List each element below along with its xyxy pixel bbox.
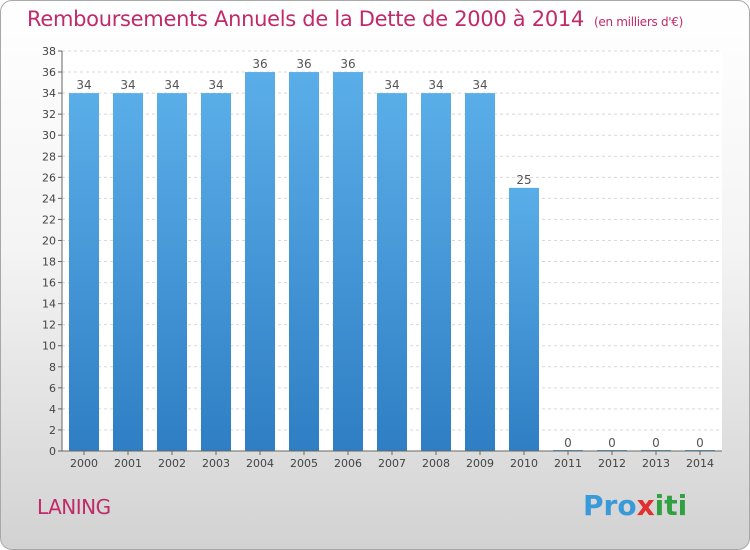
x-tick-label-2012: 2012 [598, 457, 626, 470]
data-label-2013: 0 [652, 436, 660, 450]
y-tick-label: 28 [42, 150, 56, 163]
x-tick-label-2003: 2003 [202, 457, 230, 470]
bar-2000 [69, 93, 99, 452]
y-tick-label: 8 [49, 361, 56, 374]
x-tick-label-2006: 2006 [334, 457, 362, 470]
commune-name: LANING [37, 495, 111, 519]
logo-part-2: x [636, 489, 655, 522]
data-label-2014: 0 [696, 436, 704, 450]
data-label-2008: 34 [428, 78, 443, 92]
bar-2002 [157, 93, 187, 452]
bar-2009 [465, 93, 495, 452]
chart-title-text: Remboursements Annuels de la Dette de 20… [27, 7, 584, 31]
data-label-2010: 25 [516, 173, 531, 187]
y-tick-label: 12 [42, 319, 56, 332]
data-label-2006: 36 [340, 57, 355, 71]
y-tick-label: 30 [42, 129, 56, 142]
y-tick-label: 16 [42, 277, 56, 290]
data-label-2007: 34 [384, 78, 399, 92]
y-tick-label: 32 [42, 108, 56, 121]
chart-title: Remboursements Annuels de la Dette de 20… [27, 7, 683, 31]
bars [69, 72, 715, 452]
x-tick-label-2002: 2002 [158, 457, 186, 470]
y-tick-label: 22 [42, 213, 56, 226]
data-label-2000: 34 [76, 78, 91, 92]
y-tick-label: 20 [42, 234, 56, 247]
x-tick-label-2007: 2007 [378, 457, 406, 470]
data-label-2012: 0 [608, 436, 616, 450]
y-tick-label: 6 [49, 382, 56, 395]
logo-part-1: Pro [583, 489, 637, 522]
y-tick-label: 4 [49, 403, 56, 416]
x-tick-label-2005: 2005 [290, 457, 318, 470]
y-tick-label: 34 [42, 87, 56, 100]
data-label-2004: 36 [252, 57, 267, 71]
y-tick-label: 26 [42, 171, 56, 184]
data-labels: 34 34 34 34 36 36 36 34 34 34 25 0 0 0 0 [76, 57, 703, 450]
y-tick-label: 2 [49, 424, 56, 437]
y-tick-label: 18 [42, 256, 56, 269]
data-label-2005: 36 [296, 57, 311, 71]
y-tick-label: 24 [42, 192, 56, 205]
data-label-2011: 0 [564, 436, 572, 450]
x-tick-label-2011: 2011 [554, 457, 582, 470]
x-tick-label-2008: 2008 [422, 457, 450, 470]
x-tick-label-2000: 2000 [70, 457, 98, 470]
bar-2010 [509, 187, 539, 451]
bar-2003 [201, 93, 231, 452]
bar-2008 [421, 93, 451, 452]
x-tick-label-2013: 2013 [642, 457, 670, 470]
y-tick-label: 0 [49, 445, 56, 458]
x-tick-label-2004: 2004 [246, 457, 274, 470]
data-label-2002: 34 [164, 78, 179, 92]
x-tick-label-2009: 2009 [466, 457, 494, 470]
y-tick-label: 10 [42, 340, 56, 353]
logo-part-3: iti [654, 489, 688, 522]
x-axis-ticks: 2000 2001 2002 2003 2004 2005 2006 2007 2008 2009… [70, 451, 714, 470]
bar-2004 [245, 72, 275, 451]
y-tick-label: 36 [42, 66, 56, 79]
bar-2005 [289, 72, 319, 451]
bar-2007 [377, 93, 407, 452]
chart-unit-note: (en milliers d'€) [594, 15, 684, 29]
bar-2006 [333, 72, 363, 451]
data-label-2003: 34 [208, 78, 223, 92]
x-tick-label-2014: 2014 [686, 457, 714, 470]
x-tick-label-2001: 2001 [114, 457, 142, 470]
bar-2001 [113, 93, 143, 452]
data-label-2001: 34 [120, 78, 135, 92]
y-tick-label: 14 [42, 298, 56, 311]
x-tick-label-2010: 2010 [510, 457, 538, 470]
data-label-2009: 34 [472, 78, 487, 92]
y-tick-label: 38 [42, 45, 56, 58]
proxiti-logo: Proxiti [583, 489, 687, 522]
